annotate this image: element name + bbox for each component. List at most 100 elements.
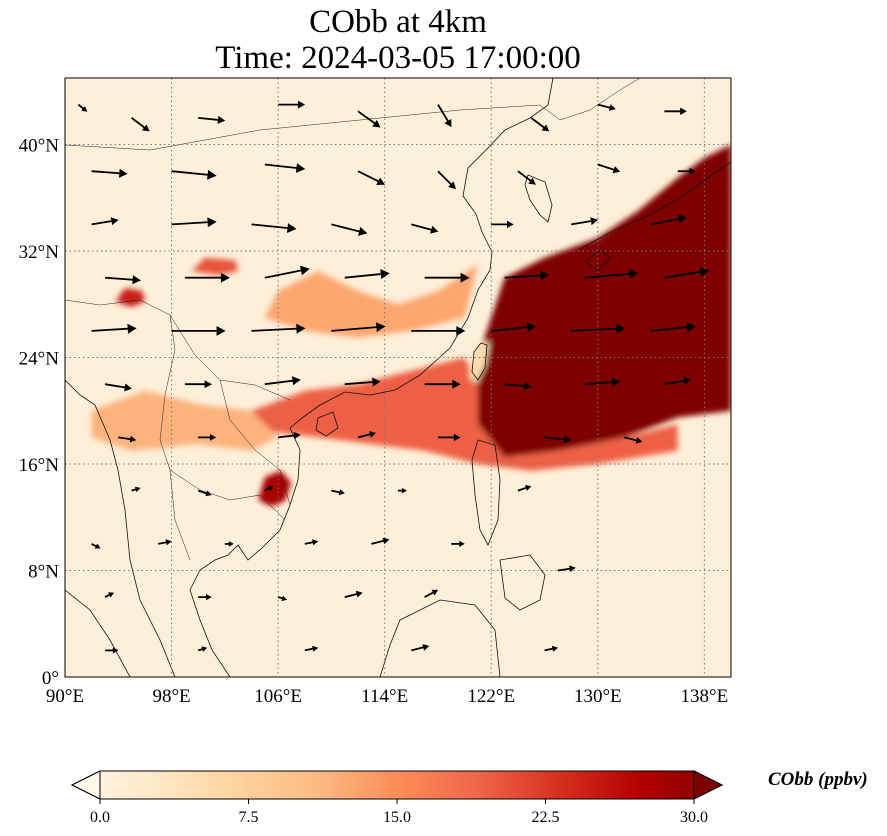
colorbar-tick-label: 15.0 (383, 809, 411, 826)
wind-arrow (677, 167, 696, 175)
colorbar-tick-label: 22.5 (532, 809, 560, 826)
colorbar-max-extend (693, 770, 724, 800)
wind-arrow (171, 169, 217, 180)
wind-arrow (251, 323, 306, 334)
wind-arrow (651, 322, 697, 333)
wind-arrow (344, 590, 363, 598)
colorbar-tick-label: 7.5 (239, 809, 259, 826)
wind-arrow (197, 489, 212, 497)
wind-arrow (411, 644, 430, 652)
wind-arrow (411, 223, 439, 234)
wind-arrow (264, 485, 274, 492)
wind-arrow (171, 217, 217, 228)
map-time: Time: 2024-03-05 17:00:00 (215, 40, 581, 76)
wind-arrow (91, 543, 101, 549)
wind-arrow (597, 163, 621, 174)
plume-region-6 (191, 257, 239, 275)
wind-arrow (184, 272, 230, 283)
wind-arrow (331, 489, 345, 496)
wind-arrow (424, 589, 439, 598)
wind-arrow (224, 541, 234, 547)
wind-arrow (277, 595, 288, 602)
colorbar-min-extend (70, 770, 101, 800)
lat-tick-label: 40°N (19, 136, 60, 157)
wind-arrow (571, 217, 599, 226)
wind-arrow (491, 220, 514, 229)
wind-arrow (104, 592, 114, 598)
lon-tick-label: 122°E (467, 686, 515, 707)
colorbar-label: CObb (ppbv) (768, 769, 868, 790)
wind-arrow (264, 265, 310, 279)
lon-tick-label: 138°E (681, 686, 729, 707)
wind-arrow (118, 435, 137, 443)
lon-tick-label: 114°E (361, 686, 408, 707)
wind-arrow (131, 486, 141, 493)
wind-arrow (198, 594, 212, 601)
wind-arrow (624, 436, 643, 444)
map-frame (64, 77, 732, 678)
wind-arrow (504, 270, 550, 281)
wind-arrow (557, 565, 576, 573)
wind-arrow (371, 537, 390, 545)
wind-arrow (198, 115, 226, 124)
wind-arrow (91, 323, 137, 334)
wind-arrow (197, 646, 208, 652)
lat-tick-label: 16°N (19, 455, 60, 476)
lon-tick-label: 98°E (152, 686, 190, 707)
wind-arrow (650, 214, 688, 226)
wind-arrow (664, 376, 692, 386)
wind-arrow (571, 323, 626, 334)
wind-arrow (105, 647, 119, 654)
wind-vectors (77, 100, 710, 654)
wind-arrow (278, 100, 306, 109)
wind-arrow (357, 170, 385, 185)
wind-arrow (584, 377, 621, 387)
wind-arrow (584, 269, 639, 279)
wind-arrow (517, 170, 536, 185)
lon-tick-label: 90°E (46, 686, 84, 707)
wind-arrow (198, 434, 217, 441)
wind-arrow (544, 645, 558, 652)
lat-tick-label: 32°N (19, 242, 60, 263)
wind-arrow (398, 487, 407, 494)
coastlines (65, 78, 731, 677)
wind-arrow (104, 275, 141, 285)
wind-arrow (331, 223, 368, 236)
plume-region-4 (258, 470, 292, 507)
colorbar-tick-label: 0.0 (90, 809, 110, 826)
lat-tick-label: 24°N (19, 349, 60, 370)
wind-arrow (504, 382, 532, 391)
wind-arrow (91, 217, 119, 226)
wind-arrow (424, 379, 461, 389)
wind-arrow (438, 433, 461, 442)
colorbar-tick-label: 30.0 (680, 809, 708, 826)
wind-arrow (304, 539, 319, 546)
wind-arrow (437, 104, 452, 128)
wind-arrow (664, 267, 710, 279)
lon-tick-label: 106°E (254, 686, 302, 707)
wind-arrow (451, 540, 465, 547)
country-borders (65, 78, 641, 561)
wind-arrow (357, 110, 381, 128)
wind-arrow (344, 269, 390, 279)
wind-arrow (437, 170, 456, 190)
wind-arrow (264, 163, 306, 173)
wind-arrow (411, 326, 466, 336)
wind-arrow (357, 431, 376, 439)
wind-arrow (530, 117, 550, 132)
gridlines (65, 78, 731, 677)
wind-arrow (344, 377, 381, 387)
wind-arrow (664, 107, 687, 115)
wind-arrow (131, 117, 150, 132)
lat-tick-label: 0° (42, 668, 59, 689)
wind-arrow (251, 223, 297, 233)
wind-arrow (77, 103, 88, 112)
plume-region-2 (264, 264, 478, 338)
wind-arrow (104, 383, 132, 392)
lat-tick-label: 8°N (28, 562, 59, 583)
plume-region-1 (251, 357, 678, 471)
wind-arrow (184, 380, 212, 389)
wind-arrow (158, 539, 172, 546)
colorbar: 0.0 7.5 15.0 22.5 30.0 (70, 770, 724, 826)
wind-arrow (544, 435, 572, 444)
